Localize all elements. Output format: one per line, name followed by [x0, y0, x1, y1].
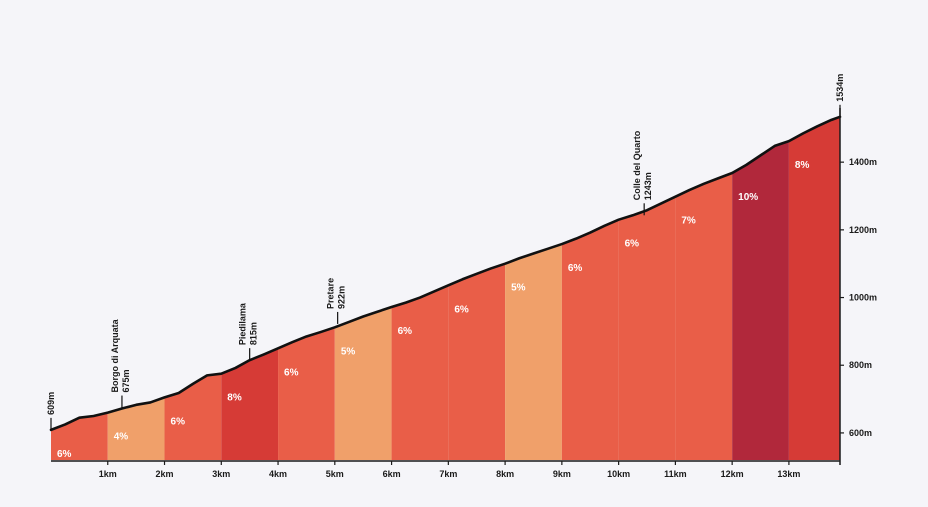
- waypoint-elevation-6: 1534m: [835, 74, 845, 102]
- y-tick-label-5: 1400m: [849, 157, 877, 167]
- gradient-label-3: 6%: [171, 416, 186, 427]
- gradient-segment-9: [505, 244, 562, 460]
- gradient-segment-8: [448, 263, 506, 460]
- gradient-segment-14: [788, 116, 840, 461]
- x-tick-label-13: 13km: [777, 469, 800, 479]
- x-tick-label-8: 8km: [496, 469, 514, 479]
- gradient-segment-12: [675, 172, 733, 460]
- gradient-segment-1: [51, 412, 108, 460]
- waypoint-elevation-3: 815m: [249, 322, 259, 345]
- gradient-label-8: 6%: [454, 304, 469, 315]
- x-tick-label-2: 2km: [156, 469, 174, 479]
- elevation-profile-line: [49, 115, 842, 432]
- x-tick-label-10: 10km: [607, 469, 630, 479]
- x-tick-label-7: 7km: [439, 469, 457, 479]
- waypoint-name-4: Pretare: [326, 278, 336, 309]
- waypoint-elevation-4: 922m: [337, 286, 347, 309]
- gradient-label-2: 4%: [114, 432, 129, 443]
- gradient-segment-13: [732, 141, 789, 460]
- gradient-segment-7: [391, 285, 449, 460]
- x-tick-label-9: 9km: [553, 469, 571, 479]
- x-tick-label-6: 6km: [383, 469, 401, 479]
- gradient-label-12: 7%: [681, 216, 696, 227]
- gradient-label-14: 8%: [795, 160, 810, 171]
- gradient-segment-3: [164, 373, 222, 460]
- x-tick-label-5: 5km: [326, 469, 344, 479]
- x-tick-label-3: 3km: [212, 469, 230, 479]
- gradient-label-10: 6%: [568, 263, 583, 274]
- gradient-segment-5: [278, 327, 335, 460]
- gradient-label-4: 8%: [227, 393, 242, 404]
- x-tick-label-12: 12km: [721, 469, 744, 479]
- x-tick-label-1: 1km: [99, 469, 117, 479]
- waypoint-name-5: Colle del Quarto: [632, 130, 642, 200]
- y-tick-label-3: 1000m: [849, 293, 877, 303]
- y-tick-label-4: 1200m: [849, 225, 877, 235]
- waypoint-elevation-1: 609m: [46, 392, 56, 415]
- y-tick-label-1: 600m: [849, 428, 872, 438]
- gradient-label-5: 6%: [284, 367, 299, 378]
- gradient-segment-10: [561, 219, 619, 460]
- gradient-label-13: 10%: [738, 192, 758, 203]
- gradient-segment-11: [618, 196, 676, 460]
- gradient-segment-2: [107, 397, 165, 460]
- gradient-label-9: 5%: [511, 283, 526, 294]
- waypoint-name-2: Borgo di Arquata: [110, 318, 120, 392]
- gradient-label-6: 5%: [341, 346, 356, 357]
- x-tick-label-4: 4km: [269, 469, 287, 479]
- waypoint-name-3: Piedilama: [238, 302, 248, 345]
- gradient-label-11: 6%: [625, 239, 640, 250]
- gradient-segment-6: [334, 307, 392, 460]
- waypoint-elevation-5: 1243m: [643, 172, 653, 200]
- waypoint-elevation-2: 675m: [121, 370, 131, 393]
- gradient-segment-4: [221, 348, 279, 460]
- gradient-label-1: 6%: [57, 449, 72, 460]
- x-tick-label-11: 11km: [664, 469, 687, 479]
- gradient-label-7: 6%: [398, 326, 413, 337]
- y-tick-label-2: 800m: [849, 360, 872, 370]
